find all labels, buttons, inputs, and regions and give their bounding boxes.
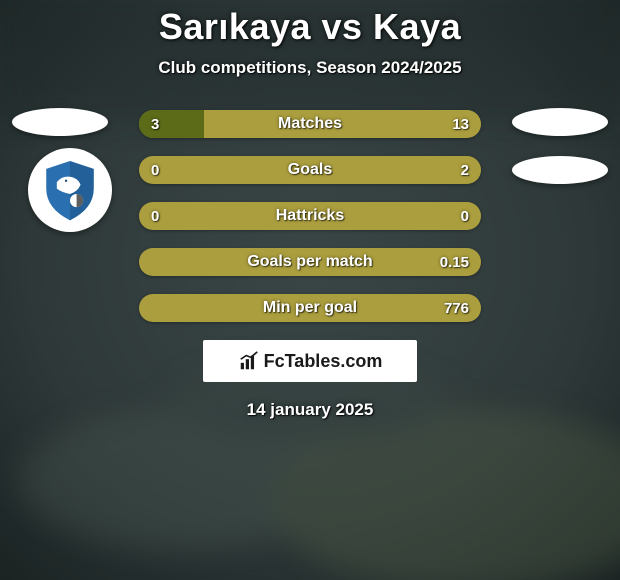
shield-icon (37, 157, 103, 223)
stat-left-value: 3 (151, 110, 159, 138)
stats-area: Matches313Goals02Hattricks00Goals per ma… (0, 110, 620, 322)
stat-label: Hattricks (139, 202, 481, 230)
stat-right-value: 2 (461, 156, 469, 184)
chart-icon (238, 350, 260, 372)
page-title: Sarıkaya vs Kaya (159, 6, 461, 48)
stat-bar: Goals0 2 (139, 156, 481, 184)
stat-label: Goals per match (139, 248, 481, 276)
stat-label: Goals (139, 156, 481, 184)
branding-text: FcTables.com (264, 351, 383, 372)
stat-right-value: 776 (444, 294, 469, 322)
stat-bar: Matches3 13 (139, 110, 481, 138)
stat-bar: Hattricks0 0 (139, 202, 481, 230)
stat-left-value: 0 (151, 202, 159, 230)
player-avatar-right-2 (512, 156, 608, 184)
stat-left-value: 0 (151, 156, 159, 184)
branding-badge[interactable]: FcTables.com (203, 340, 417, 382)
stat-right-value: 0.15 (440, 248, 469, 276)
player-avatar-left (12, 108, 108, 136)
stat-bar: Min per goal776 (139, 294, 481, 322)
club-badge-left (28, 148, 112, 232)
stat-right-value: 13 (452, 110, 469, 138)
stat-bar: Goals per match0.15 (139, 248, 481, 276)
stat-label: Min per goal (139, 294, 481, 322)
date-label: 14 january 2025 (247, 400, 374, 420)
subtitle: Club competitions, Season 2024/2025 (158, 58, 461, 78)
player-avatar-right-1 (512, 108, 608, 136)
stat-right-value: 0 (461, 202, 469, 230)
stat-label: Matches (139, 110, 481, 138)
